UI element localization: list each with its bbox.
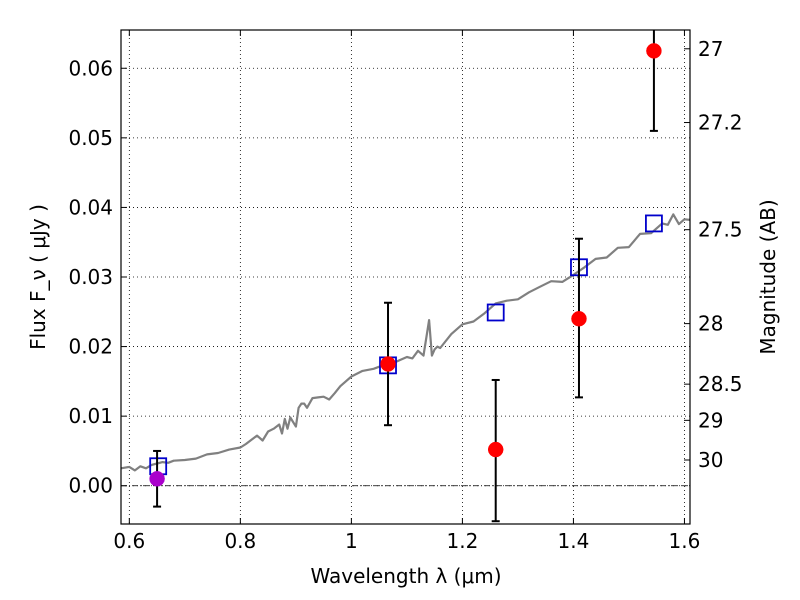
y-axis-title: Flux F_ν ( μJy ) <box>26 204 50 350</box>
data-point <box>380 356 396 372</box>
y-tick-label: 0.00 <box>68 474 113 498</box>
y-tick-label: 0.06 <box>68 56 113 80</box>
x-tick-label: 0.6 <box>113 529 145 553</box>
y-tick-label: 0.01 <box>68 404 113 428</box>
y-tick-label: 0.03 <box>68 265 113 289</box>
x-tick-label: 1.2 <box>446 529 478 553</box>
x-axis-title: Wavelength λ (μm) <box>310 564 501 588</box>
y2-axis-ticks: 27 27.2 27.5 28 28.5 29 30 <box>684 37 743 472</box>
x-tick-label: 1 <box>345 529 358 553</box>
y-tick-label: 0.04 <box>68 195 113 219</box>
model-spectrum <box>120 213 691 472</box>
y2-tick-label: 27 <box>698 37 723 61</box>
y-axis-ticks: 0.00 0.01 0.02 0.03 0.04 0.05 0.06 <box>68 56 127 498</box>
x-tick-label: 1.4 <box>558 529 590 553</box>
y2-tick-label: 27.5 <box>698 218 743 242</box>
grid <box>121 30 690 524</box>
y2-tick-label: 30 <box>698 448 723 472</box>
y2-tick-label: 29 <box>698 408 723 432</box>
x-axis-ticks: 0.6 0.8 1 1.2 1.4 1.6 <box>113 30 700 553</box>
y-tick-label: 0.05 <box>68 126 113 150</box>
data-point <box>646 43 662 59</box>
observed-photometry <box>149 30 662 523</box>
y2-axis-title: Magnitude (AB) <box>756 199 780 354</box>
y2-tick-label: 28.5 <box>698 372 743 396</box>
data-point <box>149 471 165 487</box>
x-tick-label: 0.8 <box>224 529 256 553</box>
model-spectrum-line <box>120 213 691 472</box>
data-point <box>487 441 504 458</box>
y-tick-label: 0.02 <box>68 335 113 359</box>
data-point <box>571 310 587 327</box>
y2-tick-label: 27.2 <box>698 111 743 135</box>
model-photometry-square <box>486 303 505 322</box>
y2-tick-label: 28 <box>698 312 723 336</box>
x-tick-label: 1.6 <box>669 529 701 553</box>
model-photometry-square <box>645 214 663 233</box>
